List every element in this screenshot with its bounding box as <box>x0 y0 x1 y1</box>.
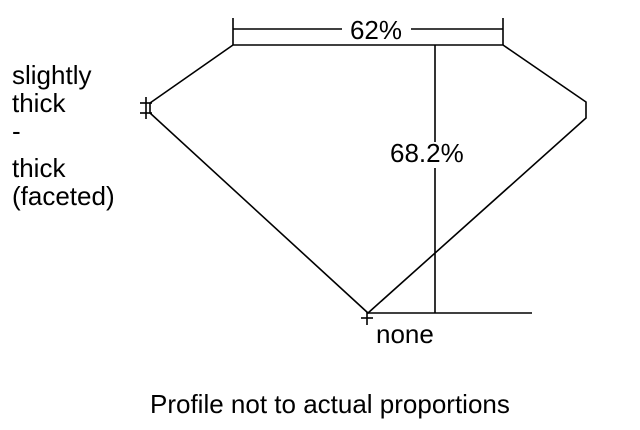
culet-marker-icon <box>361 312 373 325</box>
girdle-label-line: thick <box>12 88 66 118</box>
gem-outline <box>149 44 587 315</box>
girdle-label-line: thick <box>12 153 66 183</box>
girdle-label-line: - <box>12 116 21 146</box>
girdle-label-line: slightly <box>12 60 91 90</box>
girdle-marker-icon <box>140 97 152 119</box>
table-percent-label: 62% <box>350 15 402 45</box>
caption: Profile not to actual proportions <box>150 389 510 419</box>
girdle-label-line: (faceted) <box>12 181 115 211</box>
depth-percent-label: 68.2% <box>390 138 464 168</box>
culet-label: none <box>376 319 434 349</box>
